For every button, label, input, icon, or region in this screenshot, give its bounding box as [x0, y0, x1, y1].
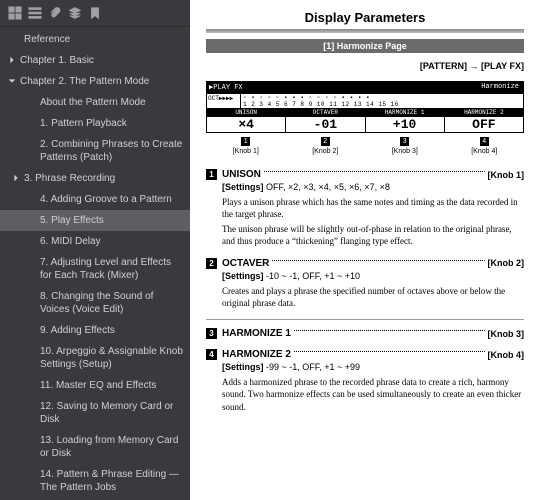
nav-tree[interactable]: Reference Chapter 1. Basic Chapter 2. The … — [0, 27, 190, 500]
sidebar-item[interactable]: 4. Adding Groove to a Pattern — [0, 189, 190, 210]
param-name: UNISON — [222, 169, 261, 180]
param-description: Plays a unison phrase which has the same… — [222, 196, 524, 248]
divider — [206, 319, 524, 321]
sidebar-item[interactable]: 7. Adjusting Level and Effects for Each … — [0, 252, 190, 286]
leader-dots — [264, 171, 485, 172]
lcd-mode: ▶PLAY FX — [207, 82, 477, 93]
param-name: OCTAVER — [222, 258, 269, 269]
parameter-heading: 2 OCTAVER [Knob 2] — [206, 258, 524, 269]
param-number: 4 — [206, 349, 217, 360]
leader-dots — [294, 330, 485, 331]
sidebar-item[interactable]: 11. Master EQ and Effects — [0, 375, 190, 396]
parameter-entry: 4 HARMONIZE 2 [Knob 4] [Settings] -99 ~ -1,… — [206, 349, 524, 412]
sidebar-item[interactable]: 6. MIDI Delay — [0, 231, 190, 252]
parameter-heading: 4 HARMONIZE 2 [Knob 4] — [206, 349, 524, 360]
knob-reference: [Knob 2] — [488, 258, 525, 268]
knob-reference: [Knob 4] — [488, 350, 525, 360]
settings-line: [Settings] -99 ~ -1, OFF, +1 ~ +99 — [222, 362, 524, 372]
leader-dots — [272, 260, 484, 261]
knob-reference: [Knob 1] — [488, 170, 525, 180]
sidebar-item[interactable]: 10. Arpeggio & Assignable Knob Settings … — [0, 341, 190, 375]
sidebar-item-label: 7. Adjusting Level and Effects for Each … — [40, 256, 184, 282]
chevron-right-icon[interactable] — [8, 56, 16, 64]
lcd-markers: ▫ ▪ ▫ ▫ ▫ ▪ ▪ ▪ ▫ ▫ ▫ ▫ ▪ ▪ ▪ ▪ 1 2 3 4 … — [241, 94, 523, 108]
page-title: Display Parameters — [206, 10, 524, 25]
knob-label-row: [Knob 1] [Knob 2] [Knob 3] [Knob 4] — [206, 148, 524, 155]
document-page: Display Parameters [1] Harmonize Page [P… — [190, 0, 540, 500]
sidebar-item[interactable]: Chapter 1. Basic — [0, 50, 190, 71]
sidebar-item[interactable]: 8. Changing the Sound of Voices (Voice E… — [0, 286, 190, 320]
sidebar-item-label: 11. Master EQ and Effects — [40, 379, 156, 392]
sidebar: Reference Chapter 1. Basic Chapter 2. The … — [0, 0, 190, 500]
layers-icon[interactable] — [68, 6, 82, 20]
sidebar-item[interactable]: 3. Phrase Recording — [0, 168, 190, 189]
settings-line: [Settings] OFF, ×2, ×3, ×4, ×5, ×6, ×7, … — [222, 182, 524, 192]
sidebar-item[interactable]: 14. Pattern & Phrase Editing — The Patte… — [0, 464, 190, 498]
sidebar-item[interactable]: 13. Loading from Memory Card or Disk — [0, 430, 190, 464]
parameter-heading: 3 HARMONIZE 1 [Knob 3] — [206, 328, 524, 339]
leader-dots — [294, 351, 485, 352]
sidebar-item-label: 12. Saving to Memory Card or Disk — [40, 400, 184, 426]
lcd-page: Harmonize — [477, 82, 523, 93]
thumbnails-icon[interactable] — [8, 6, 22, 20]
param-description: Creates and plays a phrase the specified… — [222, 285, 524, 309]
breadcrumb: [PATTERN] → [PLAY FX] — [206, 61, 524, 71]
param-number: 3 — [206, 328, 217, 339]
sidebar-item-label: 4. Adding Groove to a Pattern — [40, 193, 172, 206]
sidebar-item[interactable]: 9. Adding Effects — [0, 320, 190, 341]
list-icon[interactable] — [28, 6, 42, 20]
param-number: 1 — [206, 169, 217, 180]
sidebar-item-label: About the Pattern Mode — [40, 96, 146, 109]
chevron-down-icon[interactable] — [8, 77, 16, 85]
knob-number-row: 1 2 3 4 — [206, 137, 524, 146]
param-name: HARMONIZE 1 — [222, 328, 291, 339]
bookmark-icon[interactable] — [88, 6, 102, 20]
sidebar-item[interactable]: 12. Saving to Memory Card or Disk — [0, 396, 190, 430]
title-rule — [206, 29, 524, 33]
sidebar-item-label: 13. Loading from Memory Card or Disk — [40, 434, 184, 460]
param-description: Adds a harmonized phrase to the recorded… — [222, 376, 524, 412]
param-name: HARMONIZE 2 — [222, 349, 291, 360]
param-number: 2 — [206, 258, 217, 269]
section-bar: [1] Harmonize Page — [206, 39, 524, 53]
lcd-display: ▶PLAY FX Harmonize OCT▶▶▶▶ ▫ ▪ ▫ ▫ ▫ ▪ ▪… — [206, 81, 524, 133]
sidebar-item[interactable]: Reference — [0, 29, 190, 50]
lcd-param-values: ×4 -01 +10 OFF — [207, 117, 523, 132]
sidebar-item-label: 9. Adding Effects — [40, 324, 115, 337]
sidebar-item-label: 8. Changing the Sound of Voices (Voice E… — [40, 290, 184, 316]
sidebar-item-label: Reference — [24, 33, 70, 46]
sidebar-item-label: 5. Play Effects — [40, 214, 104, 227]
parameter-entry: 3 HARMONIZE 1 [Knob 3] — [206, 328, 524, 339]
settings-line: [Settings] -10 ~ -1, OFF, +1 ~ +10 — [222, 271, 524, 281]
parameter-entry: 1 UNISON [Knob 1] [Settings] OFF, ×2, ×3, ×… — [206, 169, 524, 248]
sidebar-toolbar — [0, 0, 190, 27]
attachment-icon[interactable] — [48, 6, 62, 20]
sidebar-item-label: 14. Pattern & Phrase Editing — The Patte… — [40, 468, 184, 494]
sidebar-item[interactable]: 1. Pattern Playback — [0, 113, 190, 134]
sidebar-item[interactable]: About the Pattern Mode — [0, 92, 190, 113]
sidebar-item-label: 1. Pattern Playback — [40, 117, 127, 130]
sidebar-item[interactable]: 2. Combining Phrases to Create Patterns … — [0, 134, 190, 168]
sidebar-item-label: 3. Phrase Recording — [24, 172, 115, 185]
sidebar-item-label: Chapter 1. Basic — [20, 54, 94, 67]
parameter-heading: 1 UNISON [Knob 1] — [206, 169, 524, 180]
sidebar-item[interactable]: 5. Play Effects — [0, 210, 190, 231]
lcd-param-labels: UNISON OCTAVER HARMONIZE 1 HARMONIZE 2 — [207, 109, 523, 117]
sidebar-item-label: 2. Combining Phrases to Create Patterns … — [40, 138, 184, 164]
sidebar-item[interactable]: Chapter 2. The Pattern Mode — [0, 71, 190, 92]
parameter-entry: 2 OCTAVER [Knob 2] [Settings] -10 ~ -1, OFF… — [206, 258, 524, 309]
lcd-oct: OCT▶▶▶▶ — [207, 94, 241, 108]
sidebar-item-label: Chapter 2. The Pattern Mode — [20, 75, 149, 88]
knob-reference: [Knob 3] — [488, 329, 525, 339]
chevron-right-icon[interactable] — [12, 174, 20, 182]
sidebar-item-label: 10. Arpeggio & Assignable Knob Settings … — [40, 345, 184, 371]
sidebar-item-label: 6. MIDI Delay — [40, 235, 101, 248]
